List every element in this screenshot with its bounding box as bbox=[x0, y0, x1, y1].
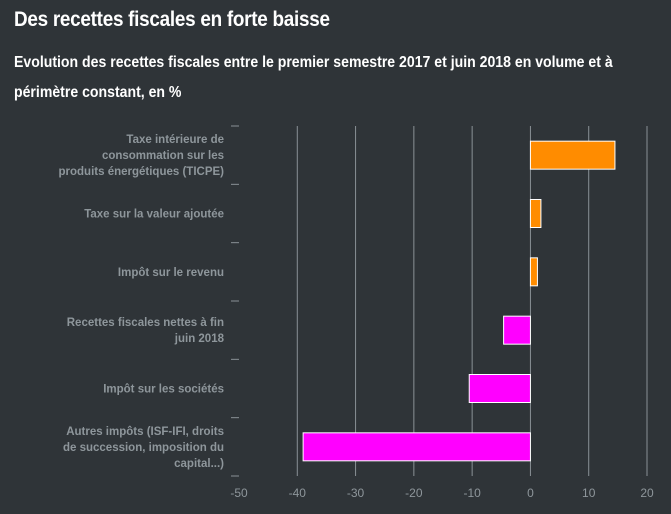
category-label-2-line-0: Impôt sur le revenu bbox=[118, 267, 224, 279]
chart-subtitle: Evolution des recettes fiscales entre le… bbox=[14, 54, 613, 101]
bar-4 bbox=[468, 374, 531, 403]
category-label-5: Autres impôts (ISF-IFI, droits de success… bbox=[63, 426, 224, 470]
grid-lines bbox=[296, 126, 648, 476]
category-label-5-line-2: capital...) bbox=[174, 458, 224, 470]
category-label-5-line-1: de succession, imposition du bbox=[63, 442, 224, 454]
bar-1 bbox=[529, 199, 542, 228]
x-tick-label-7: 20 bbox=[640, 486, 654, 500]
x-tick-label-4: -10 bbox=[463, 486, 481, 500]
x-tick-label-3: -20 bbox=[405, 486, 423, 500]
category-label-4: Impôt sur les sociétés bbox=[103, 384, 224, 396]
category-label-0: Taxe intérieure de consommation sur les pr… bbox=[59, 134, 225, 178]
category-label-0-line-0: Taxe intérieure de bbox=[126, 134, 224, 146]
chart-title: Des recettes fiscales en forte baisse bbox=[14, 8, 330, 31]
bars bbox=[302, 140, 616, 462]
category-label-5-line-0: Autres impôts (ISF-IFI, droits bbox=[66, 426, 224, 438]
bar-2 bbox=[529, 257, 538, 287]
category-separators bbox=[231, 125, 239, 477]
category-label-3-line-1: juin 2018 bbox=[174, 333, 225, 345]
category-label-1: Taxe sur la valeur ajoutée bbox=[84, 209, 224, 221]
category-label-3-line-0: Recettes fiscales nettes à fin bbox=[67, 317, 224, 329]
x-tick-label-1: -40 bbox=[289, 486, 307, 500]
category-label-0-line-2: produits énergétiques (TICPE) bbox=[59, 166, 225, 178]
x-tick-label-0: -50 bbox=[230, 486, 248, 500]
category-label-0-line-1: consommation sur les bbox=[102, 150, 224, 162]
x-axis-ticks: -50 -40 -30 -20 -10 0 10 20 bbox=[230, 486, 654, 500]
category-label-2: Impôt sur le revenu bbox=[118, 267, 224, 279]
category-labels: Taxe intérieure de consommation sur les pr… bbox=[59, 134, 225, 470]
category-label-4-line-0: Impôt sur les sociétés bbox=[103, 384, 224, 396]
bar-3 bbox=[503, 315, 531, 345]
category-label-3: Recettes fiscales nettes à fin juin 2018 bbox=[67, 317, 225, 345]
category-label-1-line-0: Taxe sur la valeur ajoutée bbox=[84, 209, 224, 221]
bar-0 bbox=[529, 140, 616, 170]
bar-5 bbox=[302, 432, 531, 462]
x-tick-label-6: 10 bbox=[582, 486, 596, 500]
x-tick-label-5: 0 bbox=[527, 486, 534, 500]
x-tick-label-2: -30 bbox=[347, 486, 365, 500]
